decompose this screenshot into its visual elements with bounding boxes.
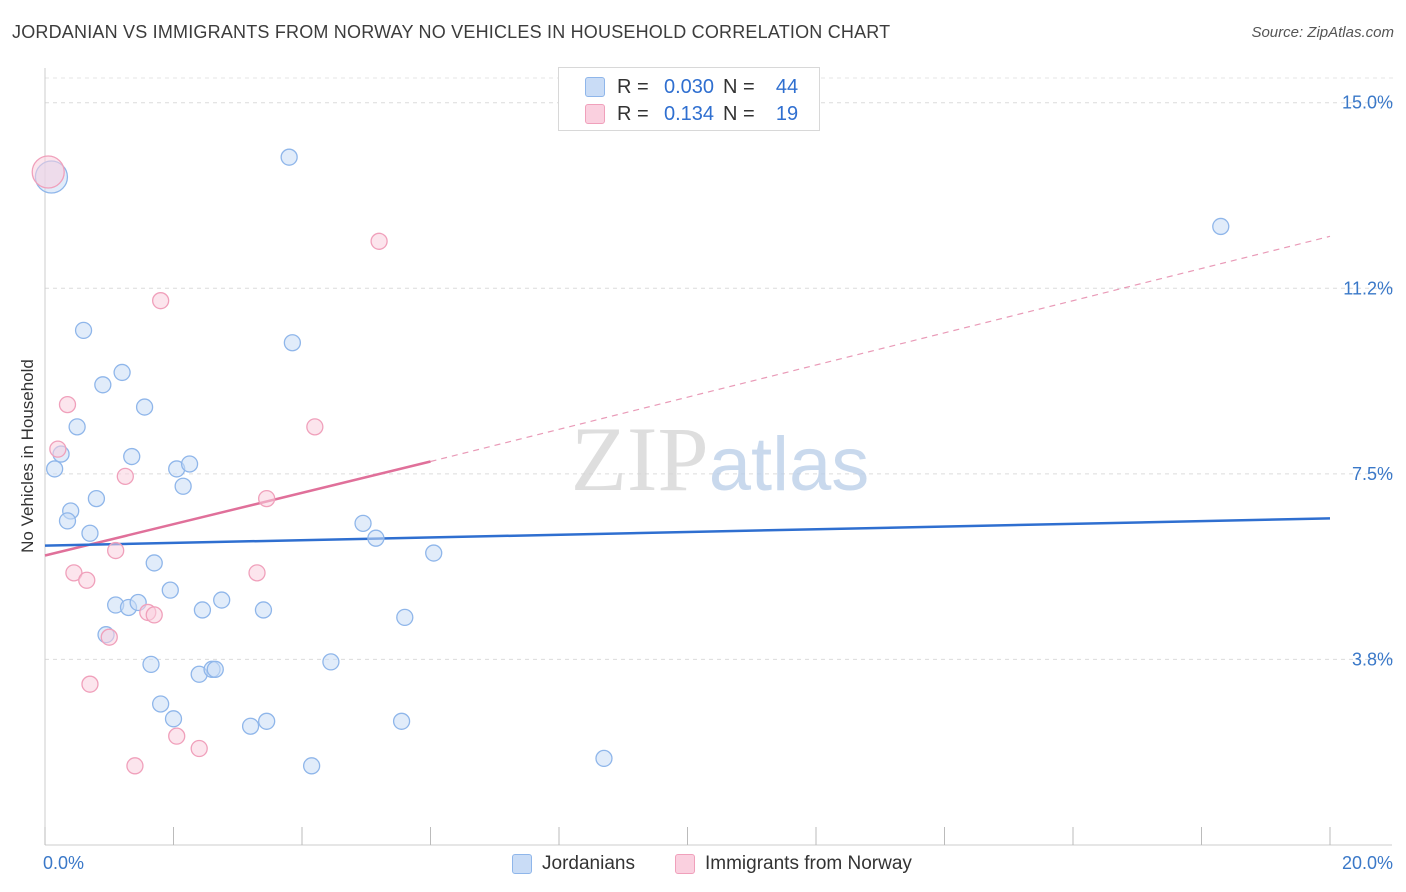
point-norway	[31, 155, 65, 189]
point-jordanians	[354, 514, 372, 533]
y-tick-label: 7.5%	[1352, 464, 1393, 484]
point-jordanians	[142, 655, 160, 674]
chart-title: JORDANIAN VS IMMIGRANTS FROM NORWAY NO V…	[12, 22, 891, 42]
gridlines	[45, 77, 1395, 660]
watermark: ZIPatlas	[571, 408, 870, 510]
point-jordanians	[113, 363, 131, 382]
trend-lines	[44, 235, 1331, 557]
point-norway	[370, 232, 388, 250]
point-jordanians	[254, 601, 273, 619]
point-jordanians	[68, 418, 86, 436]
point-jordanians	[58, 512, 77, 530]
axes	[44, 68, 1392, 846]
legend-label-jordanians: Jordanians	[542, 853, 635, 874]
y-tick-label: 11.2%	[1343, 278, 1393, 298]
point-norway	[100, 628, 118, 646]
point-jordanians	[45, 460, 64, 478]
point-norway	[81, 675, 99, 693]
point-jordanians	[280, 148, 298, 166]
trend-line-jordanians	[44, 517, 1331, 547]
point-jordanians	[206, 660, 224, 678]
point-norway	[145, 606, 163, 624]
legend-item-jordanians[interactable]: Jordanians	[512, 852, 635, 876]
point-jordanians	[74, 321, 93, 340]
point-jordanians	[425, 544, 443, 562]
y-tick-label: 3.8%	[1352, 649, 1393, 669]
legend-n-value: 44	[775, 75, 799, 98]
point-jordanians	[595, 749, 613, 768]
point-jordanians	[174, 477, 192, 495]
point-jordanians	[151, 695, 170, 713]
legend-swatch-pink	[585, 104, 605, 124]
point-jordanians	[94, 376, 112, 394]
point-jordanians	[193, 601, 212, 619]
point-jordanians	[322, 653, 340, 671]
legend-n-label: N =	[723, 102, 755, 125]
point-jordanians	[392, 712, 411, 730]
point-jordanians	[258, 712, 276, 730]
point-norway	[58, 395, 77, 414]
legend-swatch-pink	[675, 854, 695, 874]
point-norway	[248, 564, 266, 582]
point-norway	[168, 727, 186, 745]
trend-line-norway	[44, 460, 431, 557]
legend-n-label: N =	[723, 75, 755, 98]
legend-swatch-blue	[512, 854, 532, 874]
point-norway	[107, 541, 125, 560]
legend-item-norway[interactable]: Immigrants from Norway	[675, 852, 912, 876]
point-jordanians	[135, 398, 154, 416]
point-jordanians	[367, 529, 385, 547]
watermark-zip: ZIP	[571, 408, 709, 510]
point-jordanians	[180, 455, 199, 473]
x-tick-label-min: 0.0%	[43, 853, 84, 873]
legend-n-value: 19	[775, 102, 799, 125]
point-jordanians	[302, 757, 321, 775]
point-norway	[151, 292, 170, 310]
legend-row-norway: R = 0.134 N = 19	[585, 101, 809, 127]
point-norway	[190, 739, 208, 758]
legend-label-norway: Immigrants from Norway	[705, 853, 912, 874]
tick-labels: 3.8% 7.5% 11.2% 15.0% 0.0% 20.0%	[43, 93, 1393, 873]
point-norway	[126, 757, 144, 775]
legend-r-value: 0.030	[663, 75, 715, 98]
point-jordanians	[145, 554, 163, 572]
point-norway	[258, 489, 276, 508]
point-jordanians	[241, 717, 260, 735]
point-jordanians	[87, 489, 106, 508]
point-jordanians	[81, 524, 99, 542]
x-tick-label-max: 20.0%	[1342, 853, 1393, 873]
point-norway	[78, 571, 96, 589]
legend-row-jordanians: R = 0.030 N = 44	[585, 74, 809, 100]
point-jordanians	[164, 710, 183, 728]
legend-swatch-blue	[585, 77, 605, 97]
legend-r-label: R =	[617, 75, 649, 98]
y-tick-label: 15.0%	[1342, 93, 1393, 113]
point-jordanians	[396, 608, 414, 627]
correlation-legend: R = 0.030 N = 44 R = 0.134 N = 19	[558, 67, 820, 131]
point-norway	[65, 564, 83, 582]
point-norway	[116, 467, 134, 485]
point-norway	[49, 440, 67, 458]
point-jordanians	[123, 447, 141, 466]
trend-line-norway-extension	[430, 235, 1331, 463]
source-label: Source: ZipAtlas.com	[1251, 24, 1394, 41]
data-points	[31, 148, 1230, 775]
point-jordanians	[1212, 217, 1230, 236]
point-jordanians	[283, 334, 302, 352]
point-jordanians	[161, 581, 179, 599]
point-jordanians	[213, 591, 231, 609]
watermark-atlas: atlas	[709, 422, 870, 507]
legend-r-value: 0.134	[663, 102, 715, 125]
legend-r-label: R =	[617, 102, 649, 125]
point-norway	[306, 418, 324, 436]
